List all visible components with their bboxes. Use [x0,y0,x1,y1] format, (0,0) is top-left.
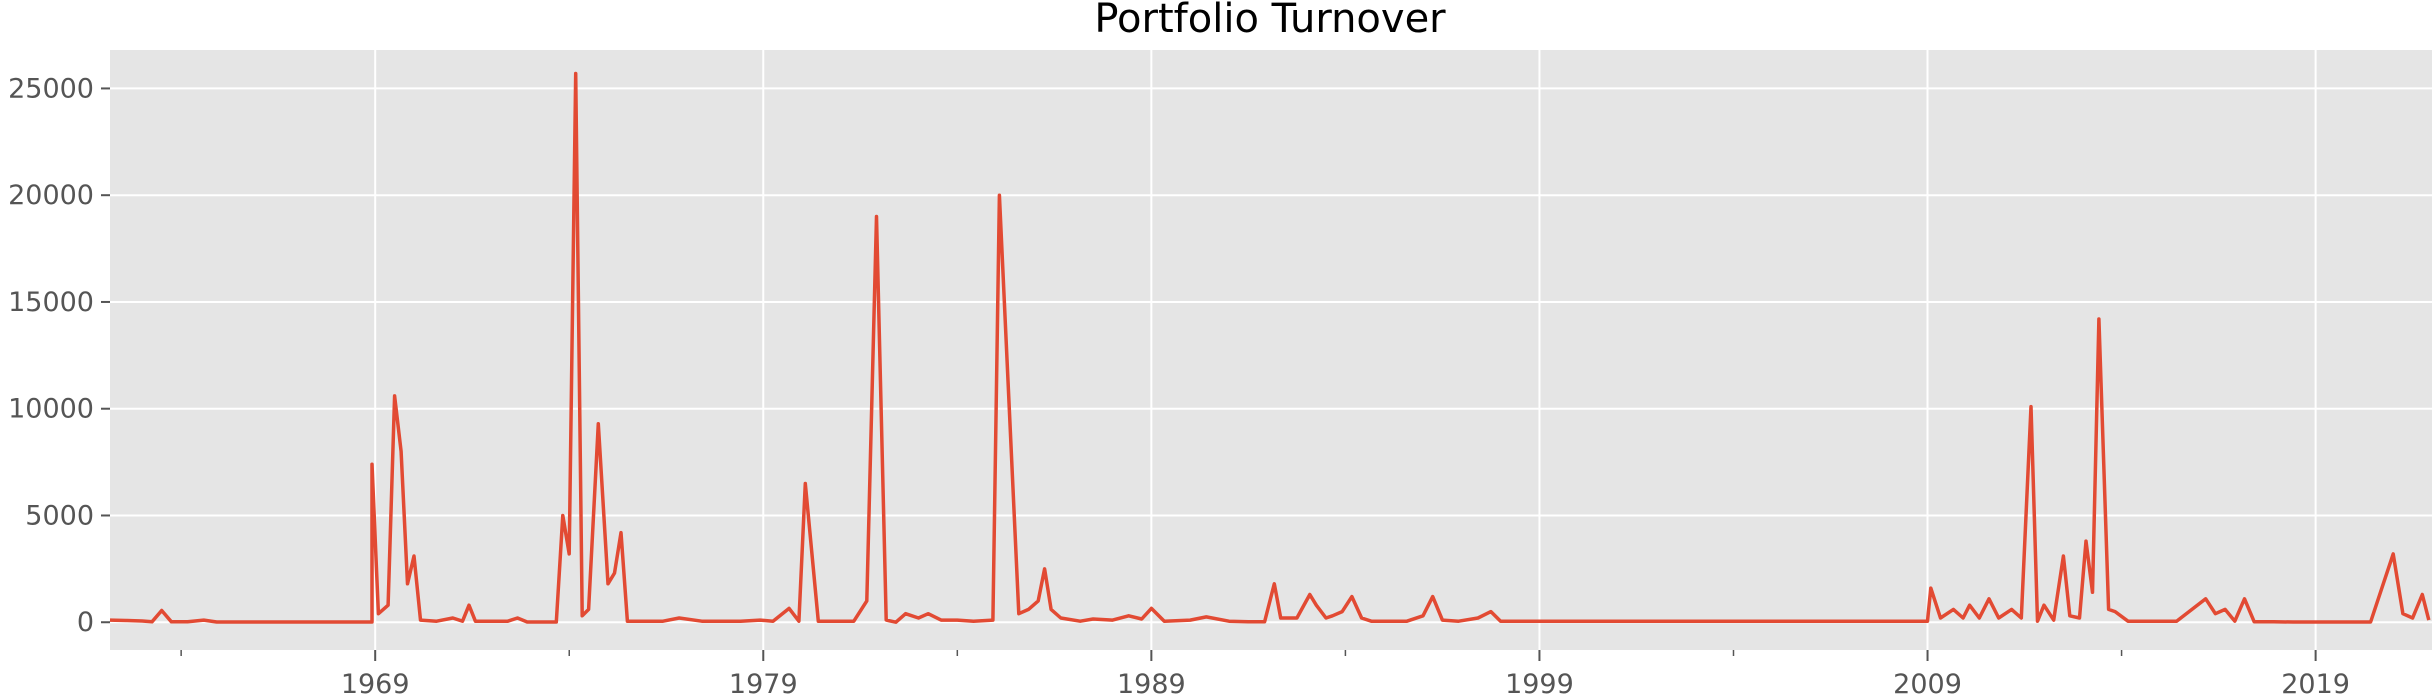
y-tick-label: 5000 [25,500,94,531]
axes: 0 5000 10000 15000 20000 25000 1969 1979 1989 199… [8,73,2350,699]
chart-title: Portfolio Turnover [1094,0,1446,42]
x-tick-label: 1979 [729,669,798,699]
y-tick-label: 25000 [8,73,94,104]
y-tick-label: 10000 [8,394,94,425]
plot-area [110,50,2432,650]
y-tick-label: 0 [77,607,94,638]
y-tick-label: 20000 [8,180,94,211]
y-tick-label: 15000 [8,287,94,318]
x-tick-label: 1969 [341,669,410,699]
x-tick-label: 1999 [1505,669,1574,699]
grid-lines [110,50,2432,650]
series-layer [109,71,2431,624]
x-tick-label: 2009 [1893,669,1962,699]
series-line-portfolio-turnover [109,71,2431,624]
x-tick-label: 1989 [1117,669,1186,699]
x-tick-label: 2019 [2281,669,2350,699]
